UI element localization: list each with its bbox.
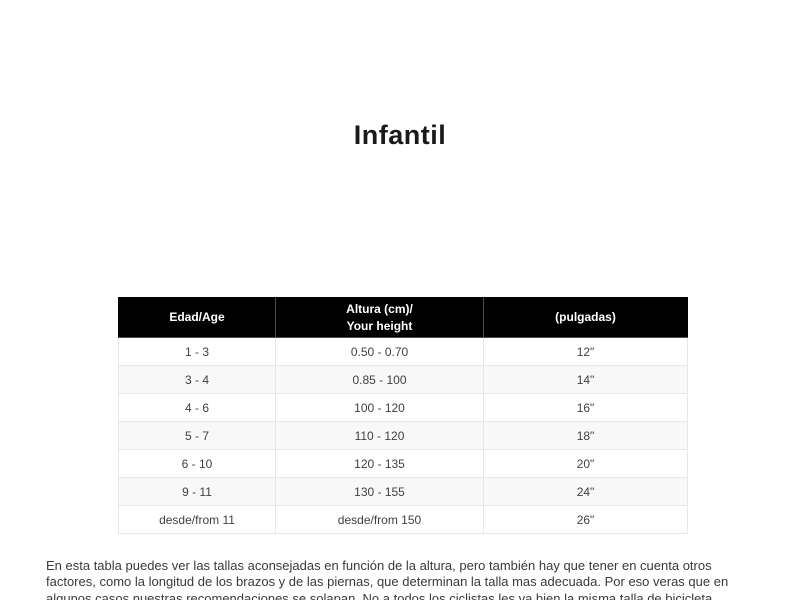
table-cell: desde/from 11 [118,505,276,534]
table-cell: 6 - 10 [118,449,276,478]
table-cell: 1 - 3 [118,337,276,366]
table-cell: 120 - 135 [275,449,484,478]
table-cell: 100 - 120 [275,393,484,422]
page: Infantil Edad/Age Altura (cm)/ Your heig… [0,120,800,600]
table-header-row: Edad/Age Altura (cm)/ Your height (pulga… [118,297,688,338]
page-title: Infantil [353,120,447,150]
header-cell-age: Edad/Age [118,297,276,338]
table-cell: 4 - 6 [118,393,276,422]
table-cell: 9 - 11 [118,477,276,506]
table-row: desde/from 11 desde/from 150 26" [118,505,688,534]
table-row: 5 - 7 110 - 120 18" [118,421,688,450]
table-cell: 18" [483,421,688,450]
table-row: 4 - 6 100 - 120 16" [118,393,688,422]
table-cell: 20" [483,449,688,478]
table-cell: 3 - 4 [118,365,276,394]
table-cell: 12" [483,337,688,366]
table-cell: 14" [483,365,688,394]
table-cell: 5 - 7 [118,421,276,450]
table-cell: 0.50 - 0.70 [275,337,484,366]
table-cell: 24" [483,477,688,506]
table-row: 9 - 11 130 - 155 24" [118,477,688,506]
table-cell: 16" [483,393,688,422]
table-row: 1 - 3 0.50 - 0.70 12" [118,337,688,366]
table-body: 1 - 3 0.50 - 0.70 12" 3 - 4 0.85 - 100 14" 4 -… [118,337,688,534]
table-header: Edad/Age Altura (cm)/ Your height (pulga… [118,297,688,338]
header-cell-height: Altura (cm)/ Your height [275,297,484,338]
notes-paragraph: En esta tabla puedes ver las tallas acon… [46,558,729,600]
table-row: 3 - 4 0.85 - 100 14" [118,365,688,394]
table-cell: 26" [483,505,688,534]
table-cell: 110 - 120 [275,421,484,450]
header-cell-inches: (pulgadas) [483,297,688,338]
table-row: 6 - 10 120 - 135 20" [118,449,688,478]
table-cell: desde/from 150 [275,505,484,534]
kids-size-table: Edad/Age Altura (cm)/ Your height (pulga… [118,297,688,534]
table-cell: 130 - 155 [275,477,484,506]
table-cell: 0.85 - 100 [275,365,484,394]
